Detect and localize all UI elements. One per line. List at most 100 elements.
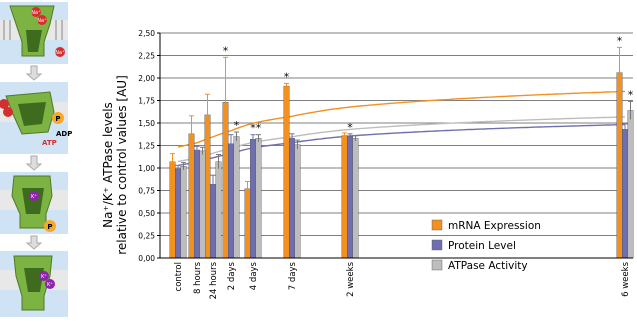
legend-swatch	[431, 239, 443, 251]
x-tick-label: 2 days	[227, 261, 237, 290]
legend-label: Protein Level	[448, 240, 516, 252]
x-tick-label: 4 days	[249, 261, 259, 290]
na-ion	[3, 107, 13, 117]
y-tick-label: 1,00	[138, 164, 155, 173]
legend-swatch	[431, 259, 443, 271]
bar	[199, 150, 206, 259]
y-tick-label: 0,25	[138, 232, 155, 241]
y-axis-label-line-2: relative to control values [AU]	[115, 75, 129, 255]
significance-star: *	[250, 122, 256, 135]
trend-curve	[177, 123, 625, 167]
diagram-panel-2: P ATP ADP	[0, 82, 72, 154]
bar	[627, 110, 634, 259]
bar	[244, 188, 251, 259]
y-tick-label: 0,00	[138, 254, 155, 263]
significance-star: *	[234, 119, 240, 132]
bar	[250, 138, 256, 259]
bar	[204, 114, 211, 259]
x-tick-label: 24 hours	[209, 261, 219, 299]
k-ion-label: K⁺	[41, 274, 47, 280]
x-tick-label: 2 weeks	[346, 261, 356, 296]
x-tick-label: 8 hours	[193, 261, 203, 294]
bar	[169, 161, 176, 259]
bar	[215, 161, 222, 259]
na-ion	[31, 7, 41, 17]
down-arrow-icon	[25, 65, 43, 81]
bar	[228, 143, 234, 259]
legend-label: ATPase Activity	[448, 260, 528, 272]
adp-label: ADP	[56, 130, 72, 138]
down-arrow-icon	[25, 235, 43, 250]
phosphate-label: P	[55, 115, 60, 123]
na-ion	[0, 99, 9, 109]
y-tick-label: 2,50	[138, 29, 155, 38]
na-ion	[37, 15, 47, 25]
significance-star: *	[223, 44, 229, 57]
significance-markers: ** * *****	[223, 34, 634, 134]
bar	[289, 138, 295, 259]
bar	[210, 183, 216, 259]
phosphate-label: P	[47, 223, 52, 231]
phosphate	[44, 220, 56, 232]
bar	[616, 72, 623, 259]
y-axis-ticks: 0,00 0,25 0,50 0,75 1,00 1,25 1,50 1,75 2,00 2,25…	[138, 29, 160, 263]
bar	[352, 138, 359, 259]
k-ion	[39, 271, 49, 281]
legend-label: mRNA Expression	[448, 220, 541, 232]
na-ion-label: Na⁺	[55, 50, 65, 56]
y-tick-label: 1,75	[138, 97, 155, 106]
diagram-panel-3: K⁺ P	[0, 172, 68, 234]
diagram-panel-4: K⁺ K⁺	[0, 251, 68, 317]
na-ion-label: Na⁺	[37, 18, 47, 24]
legend: mRNA Expression Protein Level ATPase Activ…	[431, 219, 541, 272]
significance-star: *	[347, 121, 353, 134]
bar	[622, 129, 628, 259]
diagram-panel-1: Na⁺ Na⁺ Na⁺	[0, 2, 68, 64]
y-tick-label: 0,75	[138, 187, 155, 196]
y-axis-label-line-1: Na⁺/K⁺ ATPase levels	[101, 102, 115, 228]
significance-star: *	[628, 88, 634, 101]
phosphate	[52, 112, 64, 124]
pump-channel	[24, 268, 44, 292]
bar	[294, 144, 301, 259]
x-tick-label: 6 weeks	[621, 261, 631, 296]
bar	[194, 149, 200, 259]
bar	[175, 168, 181, 259]
bar	[233, 136, 240, 259]
y-tick-label: 2,25	[138, 52, 155, 61]
x-axis-ticks: control 8 hours 24 hours 2 days 4 days 7 days…	[174, 261, 631, 299]
significance-star: *	[617, 34, 623, 47]
bars	[169, 72, 634, 259]
chart: 0,00 0,25 0,50 0,75 1,00 1,25 1,50 1,75 2,00 2,25…	[101, 29, 634, 299]
k-ion-label: K⁺	[47, 282, 53, 288]
k-ion-label: K⁺	[31, 194, 37, 200]
pump-channel	[18, 102, 46, 126]
bar	[283, 85, 290, 259]
y-tick-label: 0,50	[138, 209, 155, 218]
bar	[255, 138, 262, 259]
significance-star: *	[256, 122, 262, 135]
na-ion	[55, 47, 65, 57]
bar	[180, 165, 187, 259]
na-ion-label: Na⁺	[31, 10, 41, 16]
y-tick-label: 1,50	[138, 119, 155, 128]
legend-swatch	[431, 219, 443, 231]
pump-channel	[26, 30, 42, 52]
trend-curve	[177, 90, 626, 148]
error-bars	[170, 46, 633, 196]
bar	[341, 135, 348, 259]
x-tick-label: 7 days	[288, 261, 298, 290]
k-ion	[45, 279, 55, 289]
significance-star: *	[284, 70, 290, 83]
y-tick-label: 2,00	[138, 74, 155, 83]
atp-label: ATP	[42, 139, 57, 147]
x-tick-label: control	[174, 262, 184, 291]
trend-curves	[177, 90, 626, 167]
y-tick-label: 1,25	[138, 142, 155, 151]
bar	[188, 133, 195, 259]
pump-cycle-diagram: Na⁺ Na⁺ Na⁺ P ATP ADP K⁺	[0, 2, 72, 317]
bar	[347, 136, 353, 259]
down-arrow-icon	[25, 155, 43, 171]
k-ion	[29, 191, 39, 201]
